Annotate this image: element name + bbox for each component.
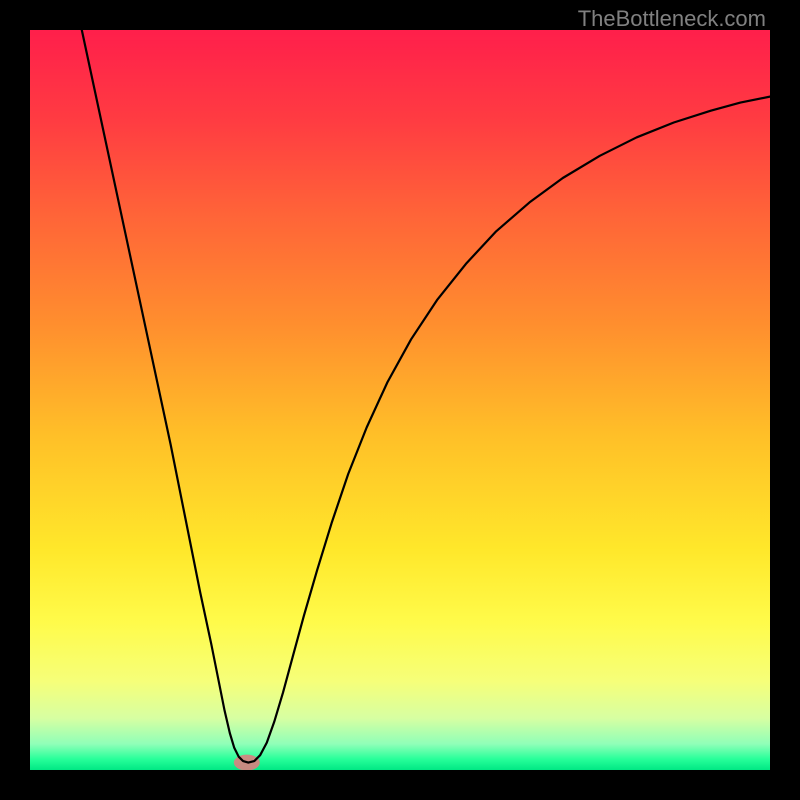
- plot-svg: [30, 30, 770, 770]
- gradient-background: [30, 30, 770, 770]
- watermark-text: TheBottleneck.com: [578, 6, 766, 32]
- plot-area: [30, 30, 770, 770]
- chart-frame: TheBottleneck.com: [0, 0, 800, 800]
